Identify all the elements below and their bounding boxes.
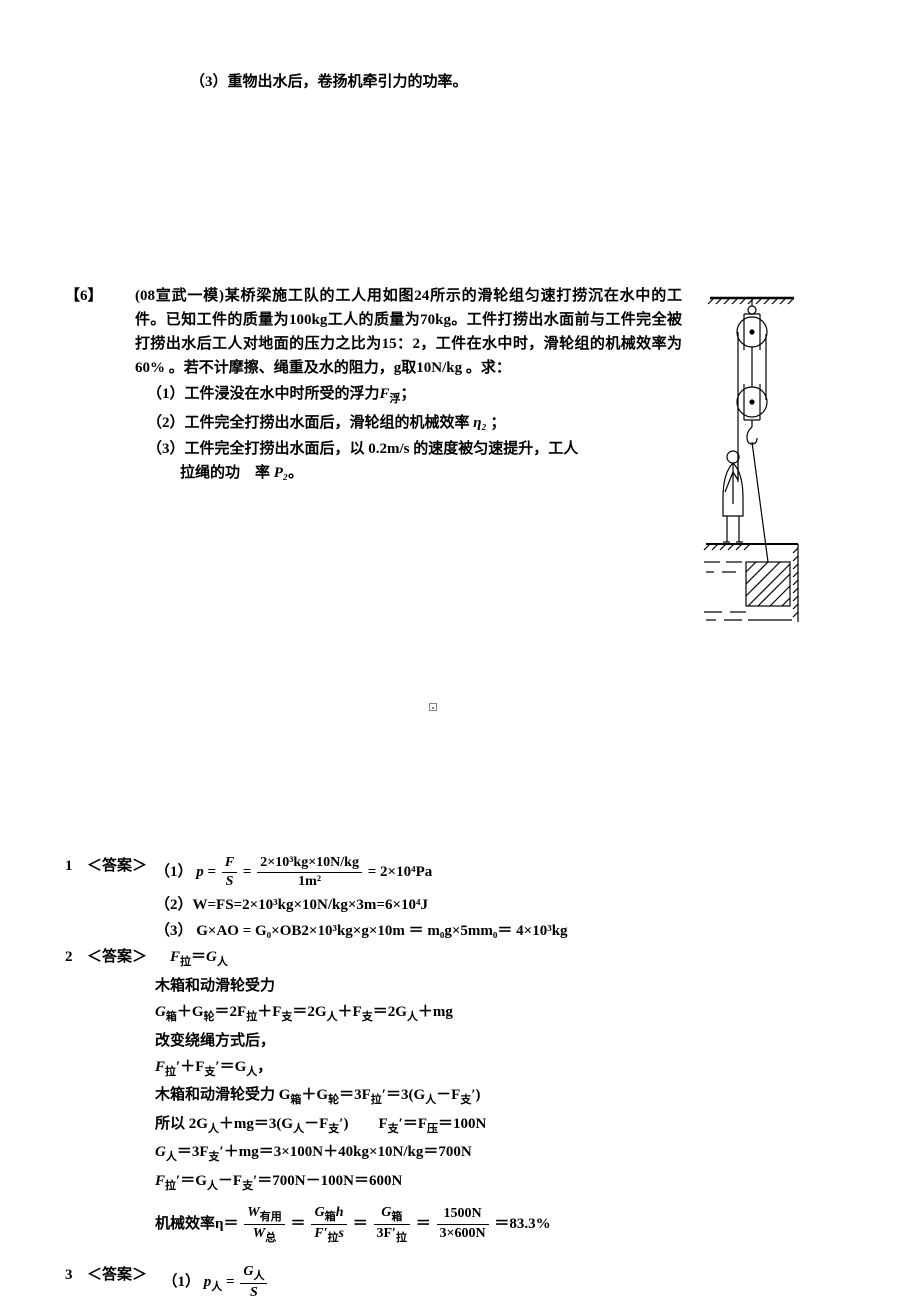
- problem-6-sub2: （2）工件完全打捞出水面后，滑轮组的机械效率 η₂ ；: [147, 411, 682, 435]
- answer-3-num: 3: [65, 1263, 87, 1302]
- problem-6-sub3a: （3）工件完全打捞出水面后，以 0.2m/s 的速度被匀速提升，工人: [147, 437, 682, 461]
- frac1-n1: F: [222, 854, 237, 873]
- answers-section: 1 ＜答案＞ （1） p = FS = 2×10³kg×10N/kg1m² = …: [65, 854, 800, 1302]
- answer-1-line2: （2）W=FS=2×10³kg×10N/kg×3m=6×10⁴J: [155, 893, 800, 917]
- problem-6-intro: (08宣武一模)某桥梁施工队的工人用如图24所示的滑轮组匀速打捞沉在水中的工件。…: [135, 284, 682, 380]
- sub-la: 拉: [180, 956, 191, 968]
- problem-6-sub1: （1）工件浸没在水中时所受的浮力F浮；: [147, 382, 682, 409]
- ans2-eq: ＝: [191, 949, 206, 965]
- sub1-text: （1）工件浸没在水中时所受的浮力: [147, 386, 380, 402]
- f-buoyancy-sub: 浮: [390, 393, 401, 405]
- ans2-l8: G人＝3F支′＋mg＝3×100N＋40kg×10N/kg＝700N: [155, 1140, 800, 1167]
- answer-2-label: ＜答案＞: [87, 945, 155, 972]
- answer-3-content: （1） p人 = G人S: [155, 1263, 800, 1302]
- sub1-tail: ；: [401, 386, 416, 402]
- ans2-eff: 机械效率η＝ W有用W总 ＝ G箱hF′拉s ＝ G箱3F′拉 ＝ 1500N3…: [155, 1204, 800, 1245]
- answer-2-num: 2: [65, 945, 87, 972]
- answer-1-label: ＜答案＞: [87, 854, 155, 891]
- sub2-tail: ；: [487, 415, 506, 431]
- ans2-l2: 木箱和动滑轮受力: [155, 974, 800, 998]
- answer-1: 1 ＜答案＞ （1） p = FS = 2×10³kg×10N/kg1m² = …: [65, 854, 800, 891]
- answer-3-label: ＜答案＞: [87, 1263, 155, 1302]
- ans2-l6: 木箱和动滑轮受力 G箱＋G轮＝3F拉′＝3(G人－F支′): [155, 1083, 800, 1110]
- answer-2: 2 ＜答案＞ F拉＝G人: [65, 945, 800, 972]
- problem-6: 【6】 (08宣武一模)某桥梁施工队的工人用如图24所示的滑轮组匀速打捞沉在水中…: [65, 284, 800, 635]
- ans1-prefix: （1）: [155, 864, 193, 880]
- pulley-figure: [692, 292, 800, 635]
- answer-1-line3: （3） G×AO = G₀×OB2×10³kg×g×10m ＝ m₀g×5mm₀…: [155, 919, 800, 943]
- frac1-d1: S: [222, 873, 237, 891]
- p2-symbol: P₂: [274, 465, 288, 481]
- f-buoyancy-symbol: F: [380, 386, 390, 402]
- problem-6-sub3b: 拉绳的功 率 P₂。: [180, 461, 682, 485]
- answer-1-num: 1: [65, 854, 87, 891]
- answer-2-content: F拉＝G人: [155, 945, 800, 972]
- ans2-l4: 改变绕绳方式后，: [155, 1029, 800, 1053]
- eta2-symbol: η₂: [473, 415, 486, 431]
- ans2-l5: F拉′＋F支′＝G人，: [155, 1055, 800, 1082]
- ans2-l7: 所以 2G人＋mg＝3(G人－F支′) F支′＝F压＝100N: [155, 1112, 800, 1139]
- frac1-d2: 1m²: [257, 873, 362, 891]
- sub2-text: （2）工件完全打捞出水面后，滑轮组的机械效率: [147, 415, 473, 431]
- problem-6-body: (08宣武一模)某桥梁施工队的工人用如图24所示的滑轮组匀速打捞沉在水中的工件。…: [135, 284, 702, 635]
- ans2-l9: F拉′＝G人－F支′＝700N－100N＝600N: [155, 1169, 800, 1196]
- page-marker: [65, 695, 800, 719]
- frac1-n2: 2×10³kg×10N/kg: [257, 854, 362, 873]
- sub-ren: 人: [217, 956, 228, 968]
- ans2-l3: G箱＋G轮＝2F拉＋F支＝2G人＋F支＝2G人＋mg: [155, 1000, 800, 1027]
- sub3b-text: 拉绳的功 率: [180, 465, 274, 481]
- problem-6-number: 【6】: [65, 284, 135, 635]
- question-3-line: （3）重物出水后，卷扬机牵引力的功率。: [190, 70, 800, 94]
- frac1-result: 2×10⁴Pa: [380, 864, 432, 880]
- answer-1-content: （1） p = FS = 2×10³kg×10N/kg1m² = 2×10⁴Pa: [155, 854, 800, 891]
- sub3b-tail: 。: [288, 465, 303, 481]
- answer-3: 3 ＜答案＞ （1） p人 = G人S: [65, 1263, 800, 1302]
